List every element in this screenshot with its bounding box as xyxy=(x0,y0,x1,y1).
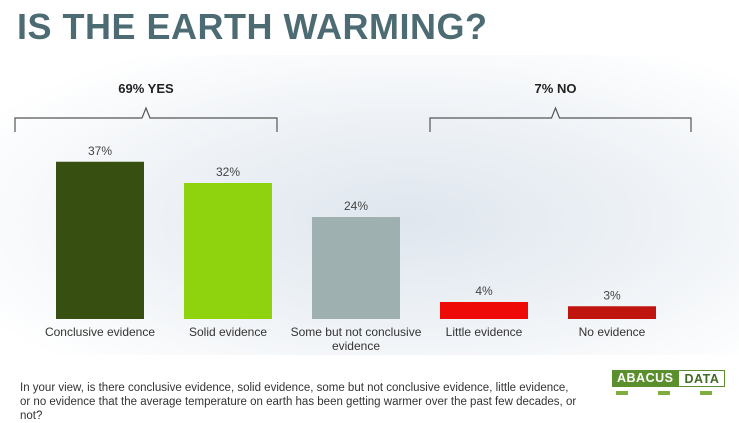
bar-chart: 37% Conclusive evidence 32% Solid evidence 2… xyxy=(14,81,692,353)
data-label-1: 37% xyxy=(88,144,112,158)
abacus-data-logo: ABACUS DATA xyxy=(612,370,726,402)
data-label-5: 3% xyxy=(603,288,621,302)
logo-decoration xyxy=(616,391,712,395)
page-title: IS THE EARTH WARMING? xyxy=(17,6,488,47)
logo-text-abacus: ABACUS xyxy=(612,370,679,387)
logo-text-data: DATA xyxy=(678,370,726,387)
data-label-4: 4% xyxy=(475,284,493,298)
category-label-1: Conclusive evidence xyxy=(45,325,155,339)
question-caption: In your view, is there conclusive eviden… xyxy=(20,382,577,422)
bar-4 xyxy=(440,302,528,319)
bar-1 xyxy=(56,161,144,319)
category-label-4: Little evidence xyxy=(446,325,523,339)
group-label-1: 69% YES xyxy=(118,81,174,96)
bar-3 xyxy=(312,217,400,319)
data-label-2: 32% xyxy=(216,165,240,179)
category-label-3: Some but not conclusive evidence xyxy=(291,325,422,353)
group-bracket-1 xyxy=(14,106,278,132)
bar-5 xyxy=(568,306,656,319)
category-label-5: No evidence xyxy=(579,325,646,339)
group-label-2: 7% NO xyxy=(535,81,577,96)
category-label-2: Solid evidence xyxy=(189,325,267,339)
data-label-3: 24% xyxy=(344,199,368,213)
bar-2 xyxy=(184,183,272,319)
group-bracket-2 xyxy=(429,106,692,132)
